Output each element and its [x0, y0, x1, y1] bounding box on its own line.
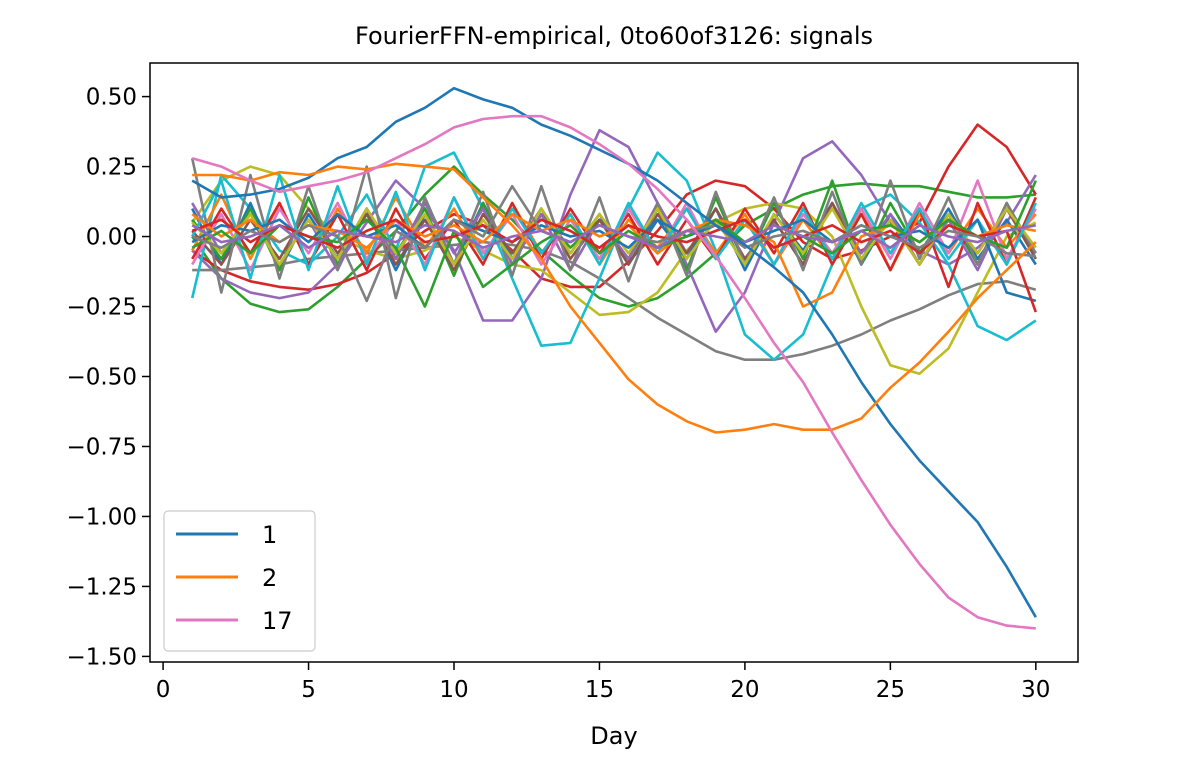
x-tick-label: 20: [730, 677, 759, 703]
series-line-s18: [191, 173, 1037, 280]
legend-box: [163, 510, 316, 652]
y-tick-label: −0.25: [67, 295, 137, 321]
legend-label-2: 2: [262, 564, 277, 592]
series-line-2: [192, 162, 1037, 434]
series-line-s3: [191, 165, 1036, 314]
y-tick-label: 0.50: [86, 85, 137, 111]
series-line-s21: [191, 180, 1037, 308]
y-tick-label: 0.25: [86, 155, 137, 181]
legend: 1 2 17: [163, 510, 316, 652]
series-line-17: [191, 114, 1036, 630]
y-tick-label: −1.50: [67, 644, 137, 670]
series-layer: [190, 86, 1038, 630]
legend-label-1: 1: [262, 521, 277, 549]
y-tick-label: 0.00: [86, 225, 137, 251]
y-axis: 0.50 0.25 0.00 −0.25 −0.50 −0.75 −1.00 −1.25 −1.…: [67, 85, 150, 670]
x-tick-label: 0: [156, 677, 171, 703]
series-line-s24: [191, 224, 1037, 249]
x-tick-label: 5: [301, 677, 316, 703]
x-axis-label: Day: [590, 722, 637, 750]
series-line-s7: [191, 165, 1037, 376]
x-axis: 0 5 10 15 20 25 30: [156, 662, 1050, 703]
y-tick-label: −1.00: [67, 504, 137, 530]
y-tick-label: −1.25: [67, 574, 137, 600]
plot-frame: [149, 62, 1079, 663]
legend-label-17: 17: [262, 607, 293, 635]
x-tick-label: 30: [1021, 677, 1050, 703]
x-tick-label: 10: [439, 677, 468, 703]
y-tick-label: −0.75: [67, 434, 137, 460]
series-line-s22: [191, 218, 1038, 313]
x-tick-label: 25: [876, 677, 905, 703]
chart-title: FourierFFN-empirical, 0to60of3126: signa…: [355, 22, 873, 50]
x-tick-label: 15: [585, 677, 614, 703]
series-line-s4: [191, 123, 1037, 292]
y-tick-label: −0.50: [67, 364, 137, 390]
series-line-1: [191, 86, 1037, 618]
